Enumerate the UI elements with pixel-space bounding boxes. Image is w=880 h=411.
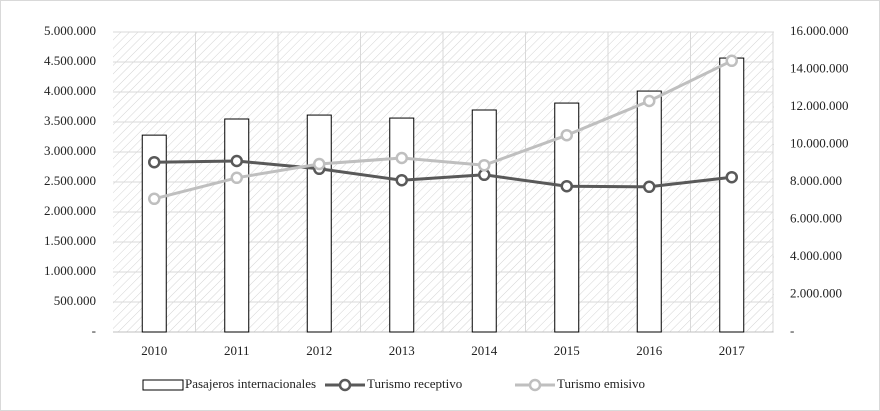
y-tick-label: 3.000.000	[44, 143, 96, 158]
x-tick-label: 2016	[636, 343, 663, 358]
x-tick-label: 2011	[224, 343, 250, 358]
legend-label: Turismo receptivo	[367, 376, 462, 391]
bar	[389, 117, 415, 333]
marker	[643, 94, 656, 108]
marker	[643, 180, 656, 194]
marker	[230, 171, 243, 185]
y2-tick-label: 16.000.000	[790, 23, 849, 38]
marker	[395, 151, 408, 165]
legend-label: Turismo emisivo	[557, 376, 645, 391]
marker	[148, 192, 161, 206]
bar	[306, 114, 332, 333]
y2-tick-label: 14.000.000	[790, 60, 849, 75]
legend-swatch	[142, 379, 184, 391]
marker	[313, 157, 326, 171]
x-tick-label: 2010	[141, 343, 167, 358]
marker	[148, 155, 161, 169]
y-tick-label: 2.000.000	[44, 203, 96, 218]
y2-tick-label: -	[790, 323, 794, 338]
y-tick-label: 2.500.000	[44, 173, 96, 188]
y-tick-label: 1.500.000	[44, 233, 96, 248]
marker	[478, 158, 491, 172]
bar	[224, 118, 250, 333]
marker	[725, 170, 738, 184]
y2-tick-label: 6.000.000	[790, 210, 842, 225]
y-tick-label: 4.500.000	[44, 53, 96, 68]
marker	[230, 154, 243, 168]
legend-swatch	[338, 378, 352, 392]
y-tick-label: 5.000.000	[44, 23, 96, 38]
x-tick-label: 2017	[719, 343, 746, 358]
marker	[560, 128, 573, 142]
x-tick-label: 2014	[471, 343, 498, 358]
marker	[725, 54, 738, 68]
line	[154, 159, 732, 189]
y2-tick-label: 10.000.000	[790, 135, 849, 150]
y-tick-label: 1.000.000	[44, 263, 96, 278]
y-tick-label: 500.000	[54, 293, 96, 308]
y2-tick-label: 4.000.000	[790, 248, 842, 263]
marker	[395, 173, 408, 187]
x-tick-label: 2012	[306, 343, 332, 358]
y2-tick-label: 12.000.000	[790, 98, 849, 113]
bar	[471, 109, 497, 333]
y2-tick-label: 2.000.000	[790, 285, 842, 300]
bar	[636, 90, 662, 333]
marker	[560, 179, 573, 193]
legend-swatch	[528, 378, 542, 392]
y-tick-label: 3.500.000	[44, 113, 96, 128]
y-tick-label: 4.000.000	[44, 83, 96, 98]
x-tick-label: 2013	[389, 343, 415, 358]
y2-tick-label: 8.000.000	[790, 173, 842, 188]
x-tick-label: 2015	[554, 343, 580, 358]
bar	[719, 57, 745, 333]
legend-label: Pasajeros internacionales	[185, 376, 316, 391]
y-tick-label: -	[92, 323, 96, 338]
line	[153, 59, 733, 201]
